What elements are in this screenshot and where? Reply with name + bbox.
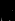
FancyBboxPatch shape [8,9,13,12]
FancyBboxPatch shape [2,2,7,4]
Text: 54: 54 [0,0,2,9]
FancyBboxPatch shape [1,14,11,15]
FancyBboxPatch shape [2,9,7,12]
FancyBboxPatch shape [9,16,13,18]
Text: Standard Logs: Standard Logs [0,0,15,15]
Text: Predicted: Predicted [0,0,15,19]
Text: Optimal $\kappa$: Optimal $\kappa$ [0,3,15,21]
Text: Sonic Data: Sonic Data [0,0,15,15]
FancyBboxPatch shape [2,4,7,6]
Text: 58: 58 [0,0,1,14]
FancyBboxPatch shape [12,10,14,11]
FancyBboxPatch shape [2,7,7,8]
FancyBboxPatch shape [8,2,13,4]
Text: Quality Control: Quality Control [0,0,15,17]
Text: 53: 53 [0,0,2,4]
FancyBboxPatch shape [8,7,13,8]
Text: Next Depth: Next Depth [0,6,15,21]
Text: Simulation Model: Simulation Model [0,0,15,17]
Text: 52: 52 [13,0,15,2]
FancyBboxPatch shape [8,4,13,6]
Text: 51: 51 [0,0,2,2]
Text: Current Depth: Current Depth [0,0,15,15]
Text: 55: 55 [13,0,15,4]
Text: 56: 56 [0,0,8,9]
Text: Field: Field [0,0,15,18]
